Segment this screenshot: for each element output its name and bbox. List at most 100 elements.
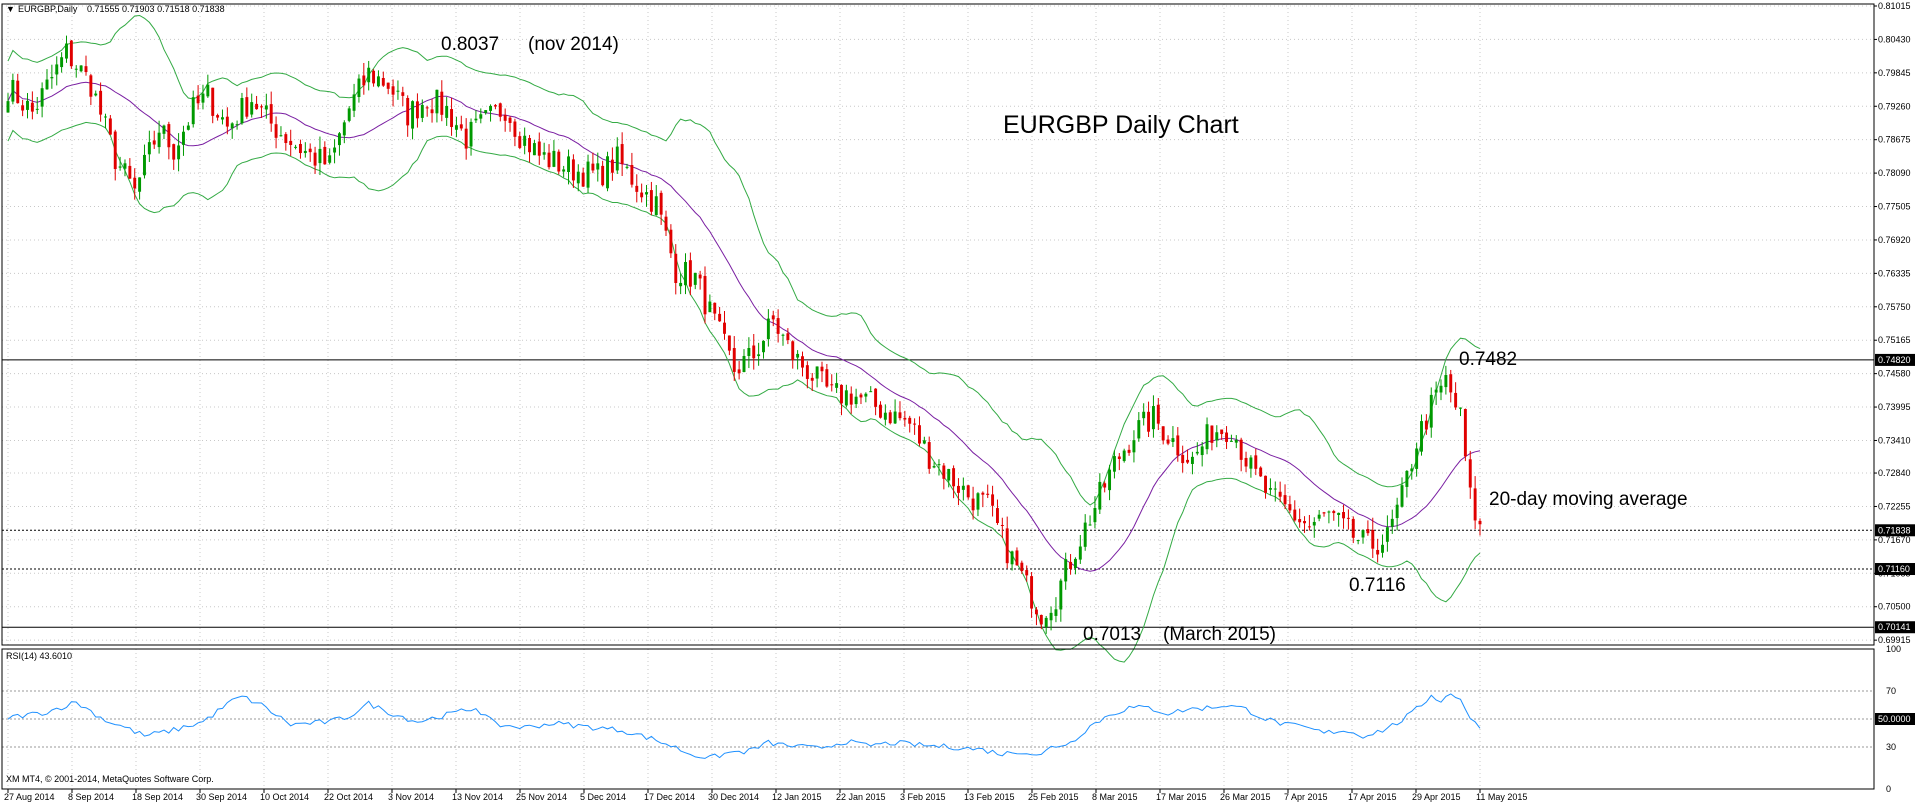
candle-body — [1108, 469, 1112, 491]
candle-body — [737, 369, 741, 374]
copyright-text: XM MT4, © 2001-2014, MetaQuotes Software… — [6, 774, 214, 784]
candle-body — [147, 142, 151, 155]
candle-body — [1390, 518, 1394, 527]
candle-body — [1434, 389, 1438, 393]
candle-body — [1463, 409, 1467, 457]
candle-body — [674, 253, 678, 284]
candle-body — [557, 151, 561, 172]
candle-body — [1122, 450, 1126, 462]
candle-body — [123, 163, 127, 169]
bollinger-upper-line — [7, 14, 1481, 506]
price-panel-frame — [1, 3, 1875, 646]
candle-body — [869, 391, 873, 393]
candle-body — [1127, 449, 1131, 453]
candle-body — [1147, 411, 1151, 432]
candle-body — [40, 88, 44, 107]
candle-body — [801, 356, 804, 368]
candle-body — [1025, 570, 1029, 576]
candle-body — [693, 272, 697, 285]
price-tick-label: 0.79845 — [1878, 68, 1911, 78]
candle-body — [435, 89, 439, 114]
candle-body — [1083, 522, 1087, 547]
price-tick-label: 0.77505 — [1878, 202, 1911, 212]
candle-body — [30, 102, 34, 112]
candle-body — [303, 150, 307, 154]
candle-body — [976, 493, 980, 510]
price-level-tag — [1875, 563, 1915, 576]
rsi-header: RSI(14) 43.6010 — [6, 651, 72, 661]
time-tick-label: 3 Feb 2015 — [900, 792, 946, 802]
candle-body — [1395, 504, 1399, 519]
rsi-panel-frame — [1, 648, 1875, 790]
candle-body — [1112, 456, 1116, 472]
candle-body — [986, 493, 990, 495]
price-level-label: 0.71160 — [1878, 564, 1910, 574]
grid — [2, 4, 1874, 789]
candle-body — [645, 192, 648, 195]
candle-body — [654, 196, 658, 216]
candle-body — [1210, 425, 1214, 443]
candle-body — [1254, 455, 1258, 469]
candle-body — [362, 75, 366, 86]
candle-body — [1371, 529, 1375, 549]
candle-body — [1103, 483, 1107, 488]
candle-body — [932, 466, 936, 468]
time-tick-label: 17 Dec 2014 — [644, 792, 695, 802]
candle-body — [318, 148, 322, 164]
candle-body — [211, 87, 215, 116]
candle-body — [376, 76, 380, 87]
candle-body — [684, 261, 687, 286]
candle-body — [649, 190, 653, 212]
candle-body — [430, 109, 434, 114]
candle-body — [396, 90, 400, 92]
candle-body — [420, 104, 424, 118]
candle-body — [747, 348, 751, 356]
candle-body — [727, 335, 731, 351]
candle-body — [615, 146, 619, 171]
header-triangle-icon[interactable]: ▼ — [6, 4, 15, 14]
candle-body — [888, 412, 892, 424]
chart-title: EURGBP Daily Chart — [1003, 111, 1239, 139]
candle-body — [893, 411, 897, 424]
candle-body — [1293, 509, 1297, 521]
candle-body — [342, 122, 346, 136]
candle-body — [216, 115, 220, 118]
candle-body — [713, 302, 717, 314]
annotation-low-date: (March 2015) — [1163, 624, 1276, 645]
candle-body — [1303, 521, 1306, 524]
candle-body — [1225, 432, 1229, 442]
candle-body — [879, 404, 882, 418]
candle-body — [567, 156, 570, 173]
candle-body — [118, 166, 122, 168]
candle-body — [703, 275, 707, 315]
candle-body — [1069, 561, 1073, 569]
candle-body — [1454, 392, 1458, 408]
price-tick-label: 0.76335 — [1878, 268, 1911, 278]
candle-body — [830, 384, 834, 386]
axes: 0.81015 0.80430 0.79845 0.79260 0.78675 0.780… — [4, 1, 1915, 802]
candle-body — [6, 101, 10, 113]
price-tick-label: 0.71670 — [1878, 535, 1911, 545]
candle-body — [552, 150, 556, 167]
candle-body — [859, 394, 863, 398]
candle-body — [1034, 609, 1038, 615]
time-tick-label: 17 Mar 2015 — [1156, 792, 1207, 802]
candle-body — [1264, 475, 1267, 493]
candle-body — [635, 185, 639, 192]
candle-body — [742, 355, 746, 373]
candle-body — [372, 70, 376, 84]
candle-body — [367, 67, 371, 83]
price-level-tag — [1875, 524, 1915, 537]
bollinger-lower-line — [7, 121, 1481, 663]
candle-body — [1190, 456, 1194, 464]
candle-body — [250, 102, 254, 115]
candle-body — [152, 140, 156, 145]
candle-body — [718, 313, 722, 322]
rsi-tick-label: 70 — [1886, 686, 1896, 696]
candle-body — [1449, 374, 1453, 393]
candle-body — [143, 154, 146, 176]
candle-body — [1278, 491, 1282, 497]
candle-body — [440, 91, 444, 115]
time-tick-label: 3 Nov 2014 — [388, 792, 434, 802]
